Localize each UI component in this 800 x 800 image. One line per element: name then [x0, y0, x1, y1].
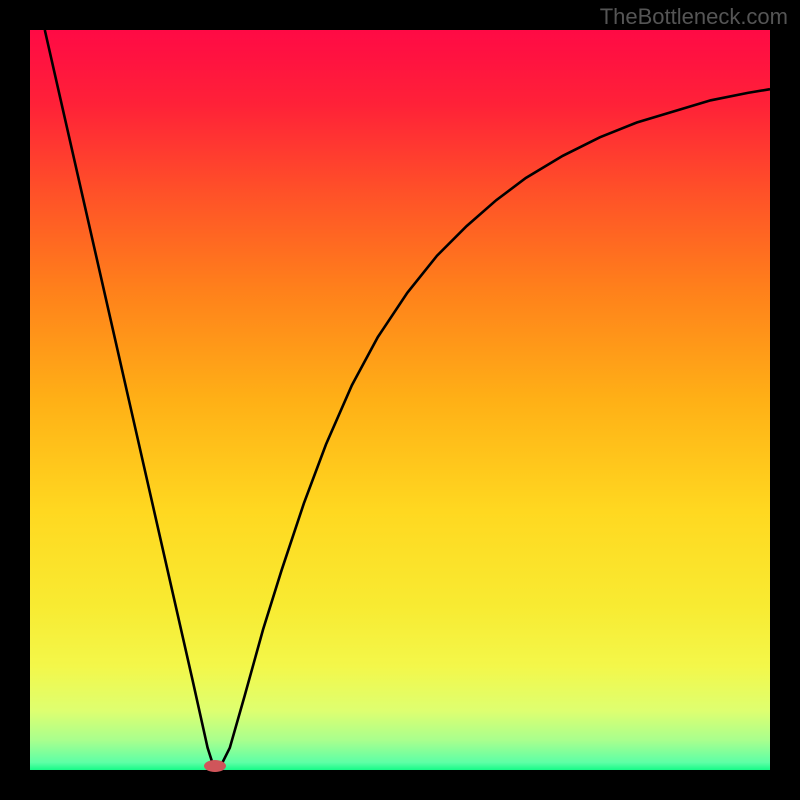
minimum-marker — [204, 760, 226, 772]
chart-container: TheBottleneck.com — [0, 0, 800, 800]
curve-path — [45, 30, 770, 766]
curve-layer — [30, 30, 770, 770]
plot-area — [30, 30, 770, 770]
watermark-text: TheBottleneck.com — [600, 4, 788, 30]
